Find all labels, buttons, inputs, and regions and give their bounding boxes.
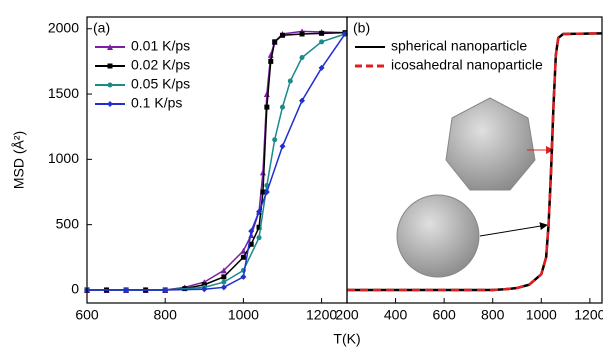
legend-marker <box>108 64 113 69</box>
data-point <box>300 31 305 36</box>
data-point <box>319 39 324 44</box>
data-point <box>279 143 285 149</box>
legend-marker <box>107 101 113 107</box>
data-point <box>240 274 246 280</box>
x-tick-label: 1200 <box>306 307 337 323</box>
data-point <box>221 284 227 290</box>
x-tick-label: 1200 <box>574 307 603 323</box>
panel-label: (b) <box>353 20 370 36</box>
legend-label: icosahedral nanoparticle <box>391 57 543 73</box>
series-line <box>87 34 345 290</box>
x-tick-label: 800 <box>154 307 178 323</box>
y-tick-label: 1000 <box>48 150 79 166</box>
series-line <box>87 31 345 290</box>
chart: 600 800 1000 1200 0 500 1000 1500 2000 0.01 K/ps 0… <box>0 0 603 356</box>
data-point <box>272 137 277 142</box>
data-point <box>268 59 273 64</box>
legend-label: 0.05 K/ps <box>131 76 190 92</box>
x-tick-label: 200 <box>335 307 359 323</box>
y-tick-label: 2000 <box>48 19 79 35</box>
legend-label: 0.01 K/ps <box>131 38 190 54</box>
data-point <box>300 55 305 60</box>
legend-label: spherical nanoparticle <box>391 38 527 54</box>
x-tick-label: 600 <box>75 307 99 323</box>
data-point <box>260 169 266 175</box>
icosahedron-image <box>446 98 535 190</box>
y-tick-label: 0 <box>71 281 79 297</box>
arrow <box>480 225 547 236</box>
y-axis-label: MSD (Å²) <box>11 131 27 189</box>
y-tick-label: 500 <box>56 215 80 231</box>
data-point <box>264 91 270 97</box>
x-tick-label: 1000 <box>228 307 259 323</box>
data-point <box>264 105 269 110</box>
x-axis-label: T(K) <box>333 331 360 347</box>
sphere-image <box>397 195 479 277</box>
legend-label: 0.1 K/ps <box>131 95 182 111</box>
x-tick-label: 400 <box>384 307 408 323</box>
data-point <box>221 280 226 285</box>
series-line <box>87 33 345 290</box>
data-point <box>280 33 285 38</box>
data-point <box>319 31 324 36</box>
data-point <box>241 255 246 260</box>
x-tick-label: 800 <box>481 307 505 323</box>
data-point <box>288 78 293 83</box>
plot-frame <box>87 17 347 303</box>
panel-label: (a) <box>93 20 110 36</box>
data-point <box>257 235 262 240</box>
data-point <box>221 274 226 279</box>
y-tick-label: 1500 <box>48 85 79 101</box>
data-point <box>272 39 277 44</box>
x-tick-label: 600 <box>432 307 456 323</box>
legend-label: 0.02 K/ps <box>131 57 190 73</box>
legend-marker <box>108 83 113 88</box>
x-tick-label: 1000 <box>526 307 557 323</box>
data-point <box>280 105 285 110</box>
series-line <box>87 34 345 290</box>
